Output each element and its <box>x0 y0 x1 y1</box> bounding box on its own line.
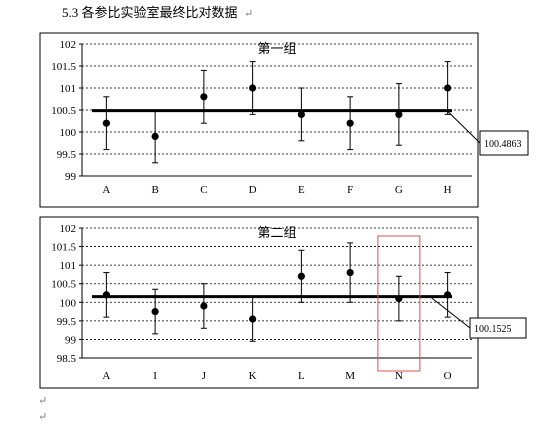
data-point <box>151 307 159 316</box>
return-mark: ↵ <box>244 8 253 20</box>
x-category-label: N <box>395 370 403 382</box>
x-category-label: M <box>345 370 355 382</box>
x-category-label: L <box>298 370 305 382</box>
y-tick-label: 99 <box>65 171 77 183</box>
x-category-label: G <box>395 184 403 196</box>
chart-title: 第一组 <box>257 41 296 56</box>
x-category-label: I <box>153 370 157 382</box>
y-tick-label: 102 <box>60 39 77 51</box>
x-category-label: D <box>249 184 257 196</box>
y-tick-label: 101.5 <box>51 61 76 73</box>
y-tick-label: 101.5 <box>51 242 76 254</box>
x-category-label: B <box>151 184 158 196</box>
data-point <box>444 84 452 92</box>
data-point <box>200 302 208 310</box>
mean-callout-box <box>479 130 529 156</box>
data-point <box>249 84 257 92</box>
y-tick-label: 99.5 <box>57 149 77 161</box>
x-category-label: J <box>202 370 207 382</box>
highlight-box <box>377 235 421 372</box>
y-tick-label: 102 <box>60 223 77 235</box>
callout-leader <box>446 110 481 144</box>
chart-title: 第二组 <box>257 225 296 240</box>
data-point <box>200 93 208 101</box>
data-point <box>102 291 110 299</box>
chart-frame <box>39 32 479 208</box>
chart-group-2: 98.5 99 99.5 100 100.5 101 101.5 102 A I J K L M N O 第二组… <box>39 216 527 389</box>
x-category-label: H <box>444 184 452 196</box>
x-category-label: E <box>298 184 305 196</box>
data-point <box>395 110 403 118</box>
x-category-label: C <box>200 184 207 196</box>
data-point <box>249 315 257 323</box>
y-tick-label: 98.5 <box>57 353 77 365</box>
data-point <box>297 272 305 280</box>
chart-group-1: 99 99.5 100 100.5 101 101.5 102 A B C D E F G H 第一组 100.… <box>39 32 529 208</box>
y-tick-label: 100 <box>60 127 77 139</box>
mean-callout-box <box>469 317 527 339</box>
x-category-label: A <box>102 370 110 382</box>
data-point <box>346 268 354 277</box>
y-tick-label: 99 <box>65 334 77 346</box>
section-heading: 5.3 各参比实验室最终比对数据 <box>62 5 238 20</box>
data-point <box>102 119 110 127</box>
return-mark: ↵ <box>38 395 47 407</box>
x-category-label: K <box>249 370 257 382</box>
y-tick-label: 100.5 <box>51 105 76 117</box>
data-point <box>346 119 354 127</box>
y-tick-label: 101 <box>60 260 77 272</box>
data-point <box>395 294 403 303</box>
return-mark: ↵ <box>38 411 47 423</box>
y-tick-label: 100 <box>60 297 77 309</box>
data-point <box>444 291 452 299</box>
mean-callout-label: 100.4863 <box>484 139 522 150</box>
x-category-label: O <box>444 370 452 382</box>
x-category-label: F <box>347 184 353 196</box>
data-point <box>151 132 159 140</box>
y-tick-label: 101 <box>60 83 77 95</box>
mean-callout-label: 100.1525 <box>474 324 512 335</box>
data-point <box>297 110 305 118</box>
y-tick-label: 100.5 <box>51 279 76 291</box>
x-category-label: A <box>102 184 110 196</box>
callout-leader <box>429 296 471 329</box>
y-tick-label: 99.5 <box>57 316 77 328</box>
